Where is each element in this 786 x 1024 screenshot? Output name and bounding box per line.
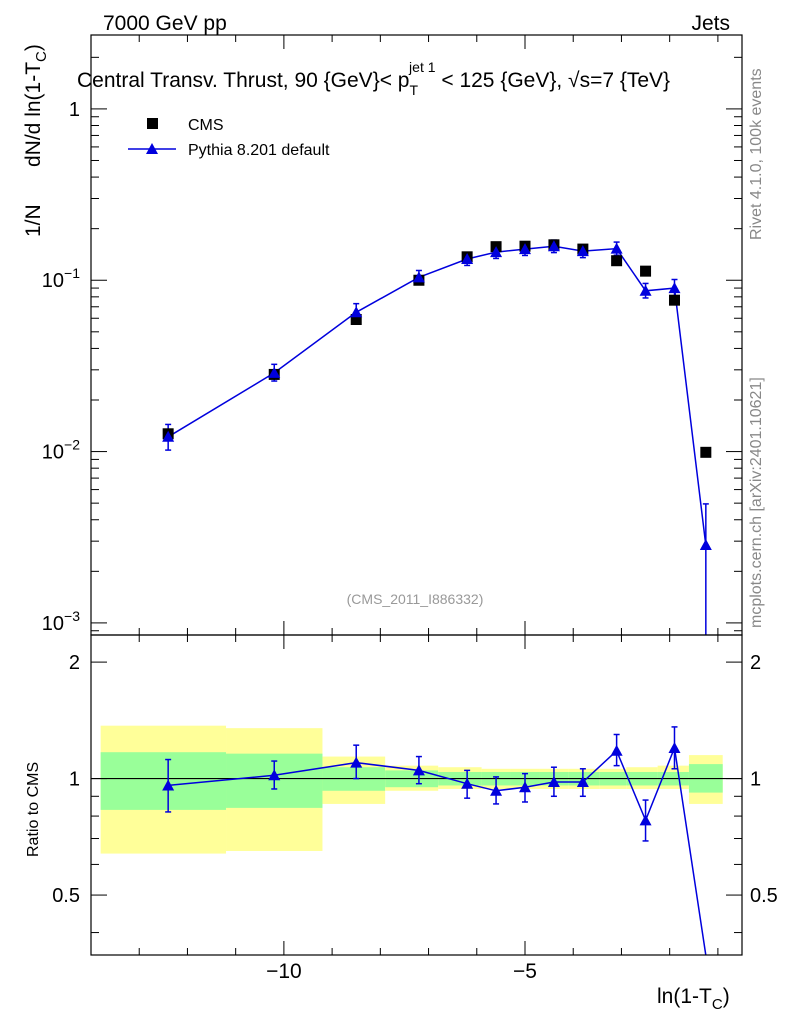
cms-data-point (350, 314, 362, 326)
ratio-y-label: Ratio to CMS (25, 762, 42, 857)
pythia-data-point (519, 243, 531, 255)
ratio-y-tick-label-left: 2 (69, 652, 80, 674)
pythia-data-point (699, 538, 712, 550)
legend-cms-label: CMS (188, 117, 224, 134)
y-axis-label-main: dN/d ln(1-TC) (22, 44, 50, 167)
legend-cms-marker (147, 118, 158, 129)
cms-data-point (668, 294, 680, 306)
y-tick-label: 1 (69, 99, 80, 121)
ratio-data-point (610, 744, 623, 756)
pythia-data-point (268, 366, 281, 378)
ratio-plot-frame (90, 634, 743, 956)
rivet-label: Rivet 4.1.0, 100k events (748, 68, 765, 240)
x-tick-label: −10 (266, 960, 302, 983)
pythia-data-point (668, 282, 681, 294)
legend-pythia-marker (146, 143, 158, 154)
pythia-series-line (167, 245, 707, 546)
pythia-data-point (547, 240, 560, 252)
header-left: 7000 GeV pp (103, 12, 227, 35)
ratio-band-inner (100, 752, 227, 810)
ratio-data-point (268, 769, 281, 781)
ratio-data-point (162, 779, 175, 791)
cms-data-point (700, 446, 712, 458)
ratio-data-point (490, 784, 503, 796)
pythia-data-point (350, 306, 363, 318)
ratio-y-tick-label-right: 0.5 (750, 885, 778, 907)
x-axis-label: ln(1-TC) (657, 985, 730, 1013)
ratio-plot (91, 726, 742, 956)
ratio-data-point (576, 775, 589, 787)
main-plot (162, 239, 712, 635)
pythia-data-point (162, 430, 175, 442)
ratio-data-point (461, 777, 474, 789)
y-tick-label: 10−3 (42, 608, 80, 635)
cms-data-point (611, 255, 623, 267)
ratio-y-tick-label-left: 1 (69, 769, 80, 791)
y-axis-label-left: 1/N (22, 204, 45, 237)
cms-data-point (640, 265, 652, 277)
pythia-data-point (610, 242, 623, 254)
ratio-bands (100, 725, 723, 854)
y-tick-label: 10−2 (42, 437, 80, 464)
pythia-data-point (490, 246, 503, 258)
ratio-data-point (350, 756, 363, 768)
plot-title: Central Transv. Thrust, 90 {GeV}< pTjet … (77, 59, 670, 98)
pythia-data-point (461, 253, 474, 265)
axis-ticks: −10 −5 10−3 10−2 10−1 1 0.5 0.5 1 1 2 2 (42, 35, 778, 983)
pythia-data-point (639, 284, 652, 296)
ratio-data-point (519, 781, 531, 793)
ratio-data-point (668, 741, 681, 753)
mcplots-label: mcplots.cern.ch [arXiv:2401.10621] (748, 377, 765, 628)
ratio-data-point (412, 764, 425, 776)
ratio-y-tick-label-right: 1 (750, 769, 761, 791)
y-tick-label: 10−1 (42, 265, 80, 292)
ratio-y-tick-label-right: 2 (750, 652, 761, 674)
svg-text:dN/d ln(1-TC): dN/d ln(1-TC) (22, 44, 50, 167)
legend: CMS Pythia 8.201 default (128, 117, 330, 159)
plot-frames (90, 34, 743, 956)
ratio-y-tick-label-left: 0.5 (52, 885, 80, 907)
ratio-data-point (547, 775, 560, 787)
ratio-data-point (639, 814, 652, 826)
pythia-data-point (412, 271, 425, 283)
analysis-watermark: (CMS_2011_I886332) (347, 591, 484, 607)
legend-pythia-label: Pythia 8.201 default (188, 142, 330, 159)
header-right: Jets (691, 12, 730, 35)
pythia-data-point (576, 245, 589, 257)
x-tick-label: −5 (513, 960, 537, 983)
